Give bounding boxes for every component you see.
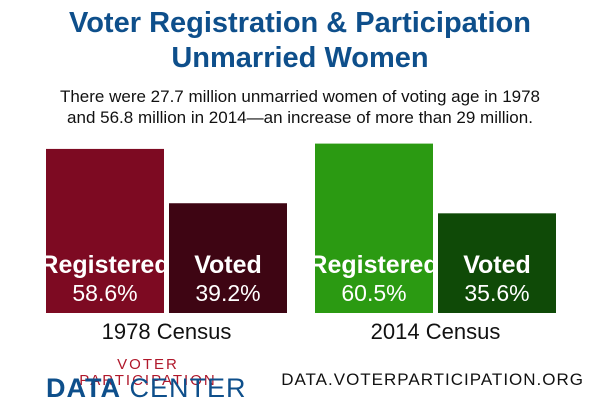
bar-name-label: Registered [40, 251, 169, 279]
bar-1978-registered [46, 148, 164, 313]
bar-value-label: 60.5% [341, 280, 406, 306]
bar-value-label: 35.6% [464, 280, 529, 306]
chart-title-line-1: Voter Registration & Participation [69, 7, 531, 39]
bar-name-label: Voted [194, 251, 262, 279]
brand-logo-center-word: CENTER [120, 373, 247, 403]
brand-logo-data-word: DATA [46, 373, 121, 403]
bar-value-label: 58.6% [72, 280, 137, 306]
chart-subtitle-line-1: There were 27.7 million unmarried women … [59, 87, 541, 106]
census-group-label: 1978 Census [102, 319, 232, 344]
bar-name-label: Voted [463, 251, 531, 279]
chart-title-line-2: Unmarried Women [171, 42, 429, 74]
bar-2014-voted [438, 213, 556, 313]
brand-logo-top: VOTER PARTICIPATION [79, 356, 217, 389]
brand-logo-bottom: DATA CENTER [46, 372, 256, 404]
census-group-label: 2014 Census [371, 319, 501, 344]
chart-subtitle-line-2: and 56.8 million in 2014—an increase of … [67, 108, 533, 127]
bar-2014-registered [315, 143, 433, 313]
bar-value-label: 39.2% [195, 280, 260, 306]
bar-1978-voted [169, 203, 287, 313]
site-url: DATA.VOTERPARTICIPATION.ORG [281, 370, 584, 389]
bar-name-label: Registered [309, 251, 438, 279]
